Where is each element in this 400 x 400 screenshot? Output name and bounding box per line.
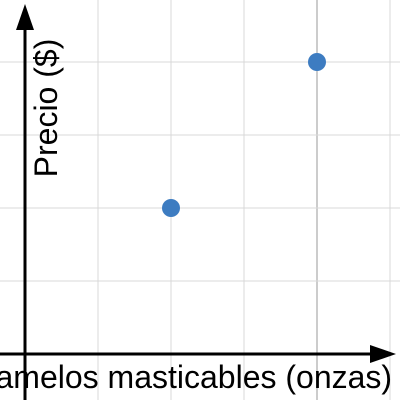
axes <box>0 4 396 400</box>
data-point <box>308 53 326 71</box>
x-axis-label: Caramelos masticables (onzas) <box>0 359 392 395</box>
data-points <box>162 53 326 217</box>
data-point <box>162 199 180 217</box>
y-axis-arrow <box>16 4 34 30</box>
y-axis-label: Precio ($) <box>28 39 64 178</box>
x-axis-arrow <box>370 345 396 363</box>
